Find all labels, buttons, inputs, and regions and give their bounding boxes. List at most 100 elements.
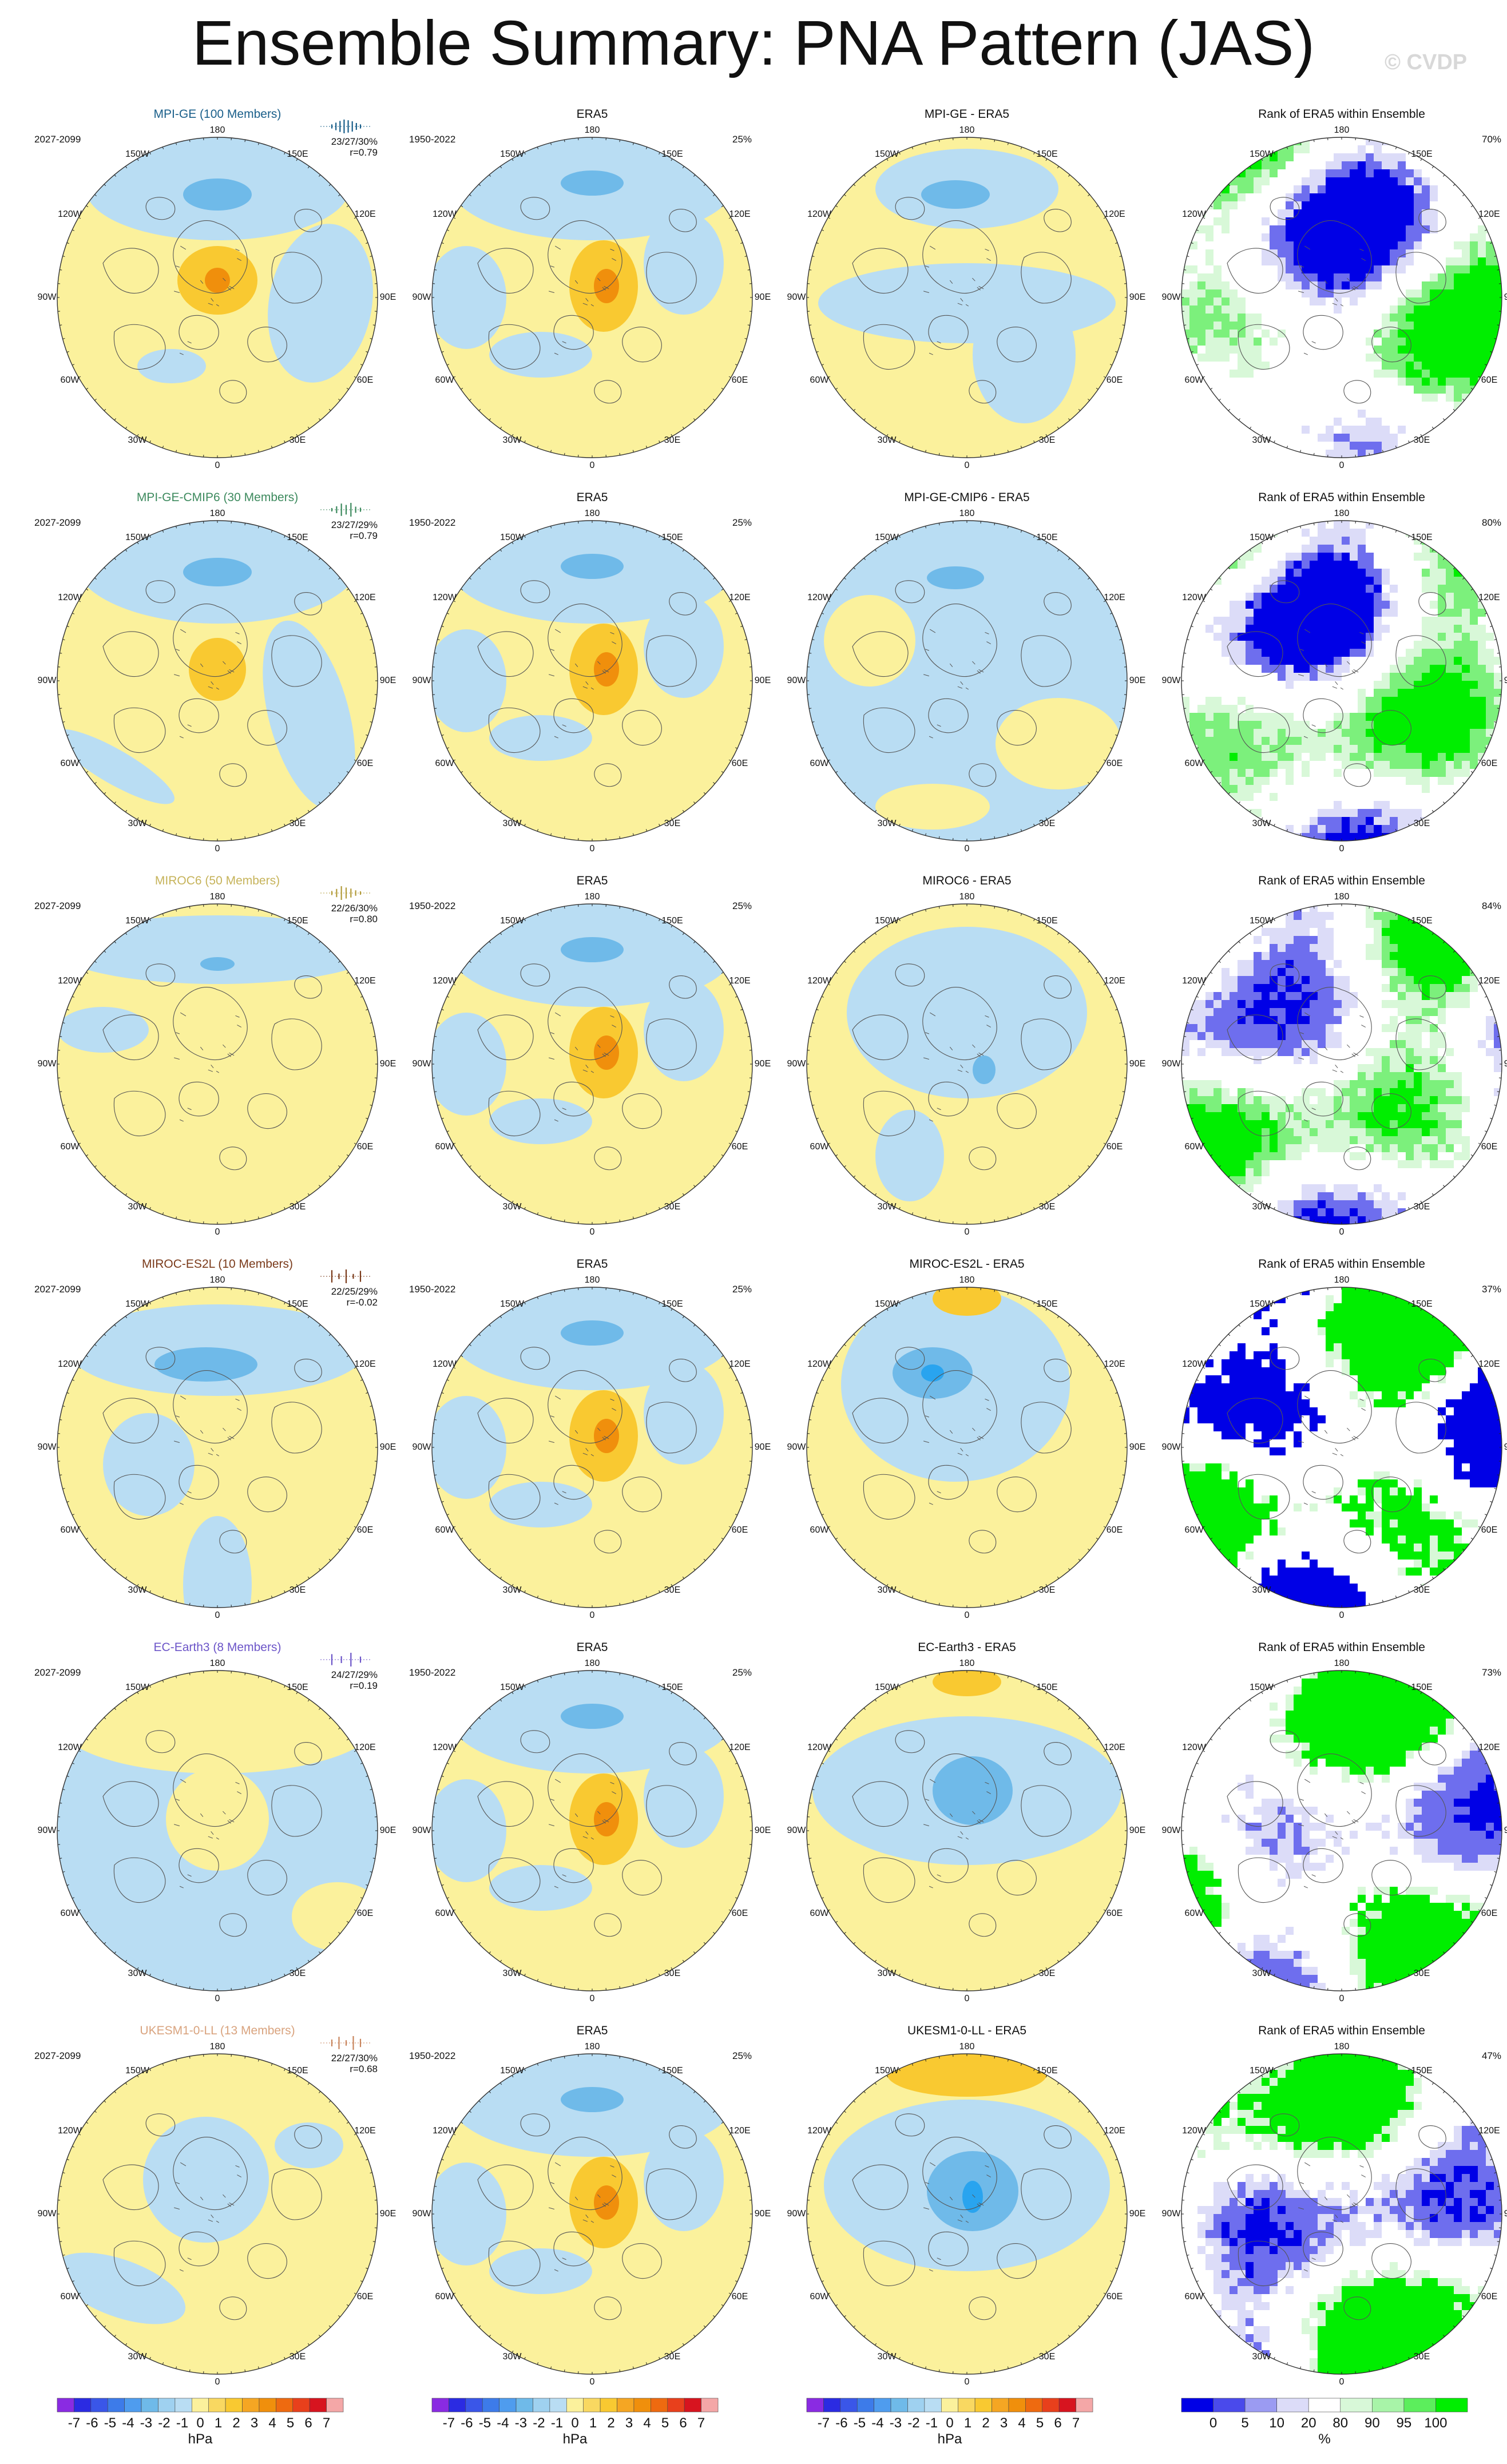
rank-cell <box>1358 201 1366 209</box>
rank-cell <box>1302 145 1310 153</box>
rank-cell <box>1398 697 1406 705</box>
coastline <box>247 1093 287 1129</box>
negative-anomaly-core <box>561 554 624 579</box>
lon-tick <box>728 1526 731 1528</box>
rank-cell <box>1414 737 1422 745</box>
island-mark <box>1361 1025 1366 1027</box>
rank-cell <box>1254 657 1262 665</box>
rank-cell <box>1454 928 1462 936</box>
lon-label-upper-right: 150E <box>661 1299 683 1309</box>
rank-cell <box>1189 912 1197 920</box>
rank-cell <box>1334 177 1342 185</box>
rank-cell <box>1278 753 1286 761</box>
rank-cell <box>1422 1216 1430 1224</box>
rank-cell <box>1366 185 1374 193</box>
lon-tick <box>899 440 901 443</box>
rank-cell <box>1494 968 1502 976</box>
rank-cell <box>1414 1319 1422 1327</box>
rank-cell <box>1358 161 1366 169</box>
lon-tick <box>659 440 660 443</box>
rank-cell <box>1430 322 1438 330</box>
rank-cell <box>1470 833 1478 841</box>
rank-cell <box>1326 1295 1334 1303</box>
period-label: 2027-2099 <box>34 517 81 528</box>
rank-cell <box>1350 545 1358 553</box>
rank-cell <box>1366 257 1374 265</box>
rank-cell <box>1366 1064 1374 1072</box>
lon-tick <box>835 1154 838 1157</box>
lon-tick <box>114 941 116 943</box>
rank-cell <box>1454 817 1462 825</box>
rank-cell <box>1358 633 1366 641</box>
lon-tick <box>72 613 75 614</box>
rank-cell <box>1430 217 1438 225</box>
rank-cell <box>1278 330 1286 338</box>
rank-cell <box>1310 920 1318 928</box>
rank-cell <box>1334 657 1342 665</box>
lon-label-mid-upper-right: 120E <box>354 593 376 602</box>
rank-cell <box>1470 649 1478 657</box>
rank-cell <box>1222 1040 1230 1048</box>
rank-cell <box>1286 241 1294 249</box>
rank-cell <box>1270 1032 1278 1040</box>
rank-cell <box>1262 737 1270 745</box>
rank-cell <box>1230 545 1238 553</box>
lon-tick <box>114 558 116 560</box>
coastline <box>113 1090 166 1137</box>
rank-cell <box>1494 561 1502 569</box>
rank-cell <box>1438 1136 1446 1144</box>
lon-tick <box>271 1212 273 1215</box>
rank-cell <box>1342 817 1350 825</box>
lon-tick <box>1462 1165 1465 1168</box>
rank-cell <box>1350 825 1358 833</box>
rank-cell <box>1406 960 1414 968</box>
island-mark <box>978 1435 984 1439</box>
rank-cell <box>1270 952 1278 960</box>
rank-cell <box>1222 1088 1230 1096</box>
rank-cell <box>1454 330 1462 338</box>
rank-cell <box>1438 338 1446 346</box>
rank-cell <box>1238 1048 1246 1056</box>
rank-cell <box>1205 1160 1213 1168</box>
lon-tick <box>1033 1207 1035 1209</box>
negative-anomaly-core <box>561 170 624 196</box>
lon-tick <box>162 1296 164 1299</box>
lon-tick <box>1369 906 1370 909</box>
rank-cell <box>1342 273 1350 281</box>
rank-cell <box>1382 169 1390 177</box>
rank-cell <box>1246 609 1254 617</box>
rank-cell <box>1334 418 1342 426</box>
rank-cell <box>1374 1319 1382 1327</box>
lon-tick <box>469 961 471 963</box>
rank-cell <box>1197 785 1205 793</box>
rank-cell <box>1414 984 1422 992</box>
rank-cell <box>1422 201 1430 209</box>
rank-cell <box>1366 1311 1374 1319</box>
rank-cell <box>1326 273 1334 281</box>
rank-cell <box>1462 354 1470 362</box>
rank-cell <box>1342 657 1350 665</box>
rank-cell <box>1326 633 1334 641</box>
lon-tick <box>1478 759 1481 761</box>
rank-cell <box>1181 442 1189 450</box>
rank-cell <box>1374 273 1382 281</box>
rank-cell <box>1398 346 1406 354</box>
rank-cell <box>1262 1152 1270 1160</box>
rank-cell <box>1478 553 1486 561</box>
lon-tick <box>511 817 514 820</box>
map-field <box>432 904 752 1224</box>
panel-title: ERA5 <box>576 874 608 887</box>
rank-cell <box>1310 1128 1318 1136</box>
polar-map <box>431 1287 753 1608</box>
rank-cell <box>1342 426 1350 434</box>
rank-cell <box>1286 960 1294 968</box>
rank-cell <box>1462 761 1470 769</box>
rank-cell <box>1181 426 1189 434</box>
coastline <box>294 209 322 232</box>
lon-label-upper-right: 150E <box>661 533 683 542</box>
island-mark <box>229 285 235 289</box>
lon-tick <box>1057 1193 1060 1196</box>
island-mark <box>1361 258 1366 261</box>
lon-tick <box>671 434 673 437</box>
rank-cell <box>1278 257 1286 265</box>
